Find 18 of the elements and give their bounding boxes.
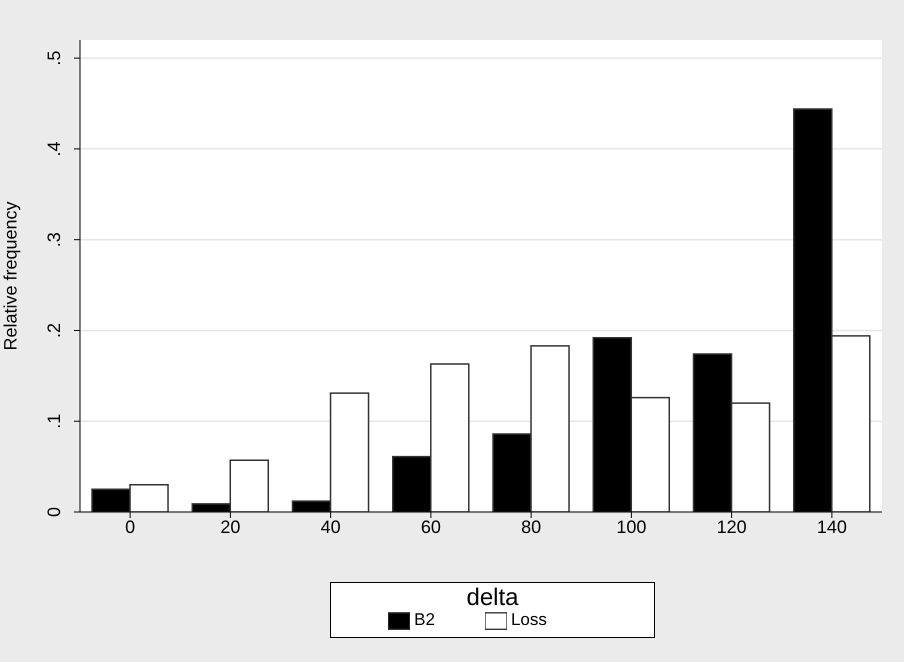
x-tick-label: 120 <box>716 516 747 537</box>
legend-title: delta <box>465 584 520 611</box>
x-tick-label: 60 <box>420 516 441 537</box>
y-tick-label: .5 <box>44 50 64 66</box>
x-tick-label: 140 <box>816 516 847 537</box>
y-tick-label: 0 <box>44 506 64 518</box>
y-axis-title: Relative frequency <box>0 201 20 351</box>
legend-label: B2 <box>414 610 435 630</box>
x-tick-label: 40 <box>320 516 341 537</box>
y-tick-label: .2 <box>44 322 64 338</box>
y-tick-label: .4 <box>44 141 64 156</box>
x-tick-label: 100 <box>616 516 646 537</box>
x-tick-label: 0 <box>125 516 136 537</box>
legend-label: Loss <box>510 610 547 630</box>
x-tick-label: 80 <box>521 516 542 537</box>
y-tick-label: .3 <box>44 232 64 248</box>
x-tick-label: 20 <box>220 516 240 537</box>
y-tick-label: .1 <box>44 414 64 429</box>
